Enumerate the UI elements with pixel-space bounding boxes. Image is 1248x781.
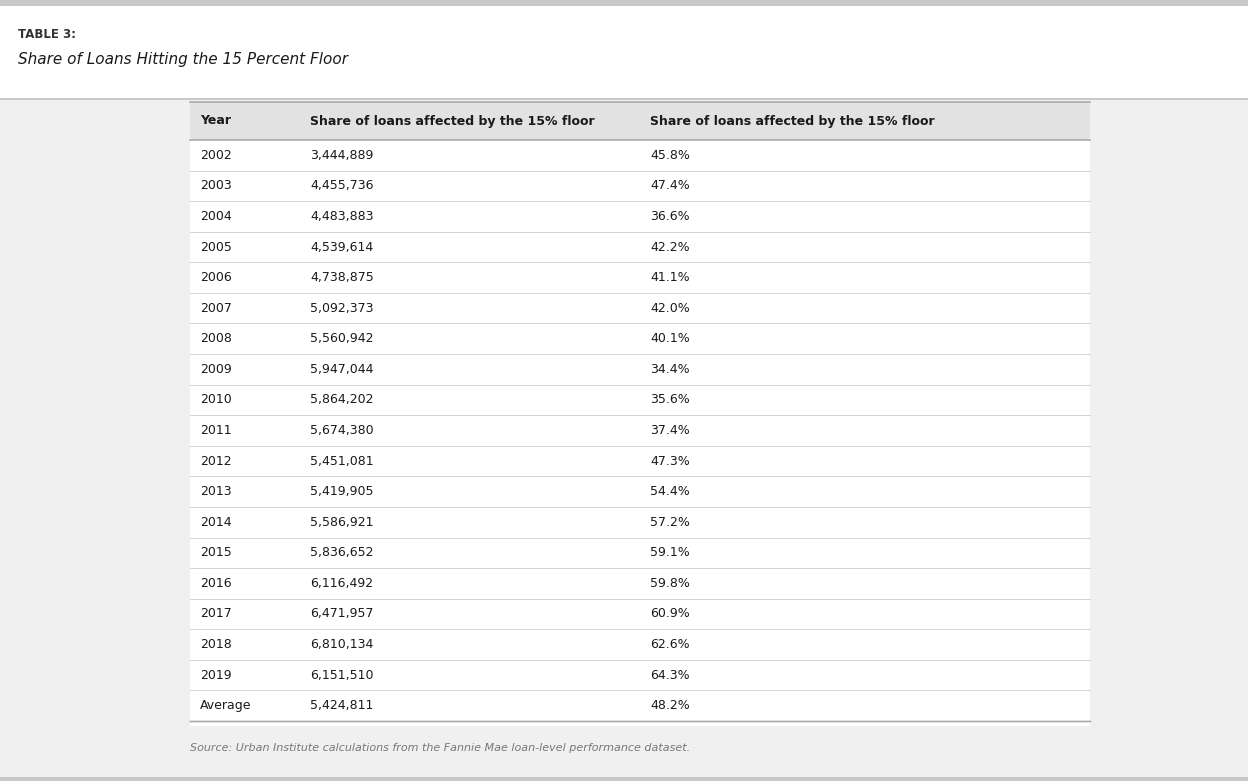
Bar [0, 777, 1248, 781]
Bar [0, 0, 1248, 6]
Bar [0, 6, 1248, 100]
Text: 3,444,889: 3,444,889 [310, 149, 373, 162]
Text: 2011: 2011 [200, 424, 232, 437]
Text: 6,116,492: 6,116,492 [310, 577, 373, 590]
Text: Source: Urban Institute calculations from the Fannie Mae loan-level performance : Source: Urban Institute calculations fro… [190, 743, 690, 753]
Text: 41.1%: 41.1% [650, 271, 690, 284]
Text: 62.6%: 62.6% [650, 638, 690, 651]
Text: Share of loans affected by the 15% floor: Share of loans affected by the 15% floor [310, 115, 594, 127]
Text: 2010: 2010 [200, 394, 232, 406]
Bar [0, 98, 1248, 100]
Text: 2003: 2003 [200, 180, 232, 192]
Text: Year: Year [200, 115, 231, 127]
Text: 2005: 2005 [200, 241, 232, 254]
Text: 54.4%: 54.4% [650, 485, 690, 498]
Text: 5,419,905: 5,419,905 [310, 485, 373, 498]
Text: 2012: 2012 [200, 455, 232, 468]
Text: 48.2%: 48.2% [650, 699, 690, 712]
Text: 2009: 2009 [200, 363, 232, 376]
Bar [190, 102, 1090, 140]
Text: 57.2%: 57.2% [650, 515, 690, 529]
Text: 2018: 2018 [200, 638, 232, 651]
Text: 5,674,380: 5,674,380 [310, 424, 373, 437]
Text: 5,451,081: 5,451,081 [310, 455, 373, 468]
Text: Average: Average [200, 699, 252, 712]
Text: 37.4%: 37.4% [650, 424, 690, 437]
Bar [190, 102, 1090, 726]
Text: 42.0%: 42.0% [650, 301, 690, 315]
Text: 2019: 2019 [200, 669, 232, 682]
Text: TABLE 3:: TABLE 3: [17, 28, 76, 41]
Text: 4,483,883: 4,483,883 [310, 210, 373, 223]
Text: 64.3%: 64.3% [650, 669, 690, 682]
Text: 34.4%: 34.4% [650, 363, 690, 376]
Text: 2006: 2006 [200, 271, 232, 284]
Text: 59.1%: 59.1% [650, 547, 690, 559]
Text: 2014: 2014 [200, 515, 232, 529]
Text: Share of Loans Hitting the 15 Percent Floor: Share of Loans Hitting the 15 Percent Fl… [17, 52, 348, 67]
Text: 35.6%: 35.6% [650, 394, 690, 406]
Text: 6,810,134: 6,810,134 [310, 638, 373, 651]
Text: 45.8%: 45.8% [650, 149, 690, 162]
Text: 2004: 2004 [200, 210, 232, 223]
Text: 5,424,811: 5,424,811 [310, 699, 373, 712]
Text: 60.9%: 60.9% [650, 608, 690, 620]
Text: 4,539,614: 4,539,614 [310, 241, 373, 254]
Text: 2017: 2017 [200, 608, 232, 620]
Text: 2013: 2013 [200, 485, 232, 498]
Text: 5,836,652: 5,836,652 [310, 547, 373, 559]
Text: 2002: 2002 [200, 149, 232, 162]
Text: 2015: 2015 [200, 547, 232, 559]
Text: 5,560,942: 5,560,942 [310, 332, 373, 345]
Text: 36.6%: 36.6% [650, 210, 690, 223]
Text: Share of loans affected by the 15% floor: Share of loans affected by the 15% floor [650, 115, 935, 127]
Text: 2008: 2008 [200, 332, 232, 345]
Text: 6,151,510: 6,151,510 [310, 669, 373, 682]
Text: 59.8%: 59.8% [650, 577, 690, 590]
Text: 47.4%: 47.4% [650, 180, 690, 192]
Text: 5,864,202: 5,864,202 [310, 394, 373, 406]
Text: 2007: 2007 [200, 301, 232, 315]
Text: 4,455,736: 4,455,736 [310, 180, 373, 192]
Text: 5,092,373: 5,092,373 [310, 301, 373, 315]
Text: 5,586,921: 5,586,921 [310, 515, 373, 529]
Text: 2016: 2016 [200, 577, 232, 590]
Text: 40.1%: 40.1% [650, 332, 690, 345]
Text: 42.2%: 42.2% [650, 241, 690, 254]
Text: 5,947,044: 5,947,044 [310, 363, 373, 376]
Text: 47.3%: 47.3% [650, 455, 690, 468]
Text: 6,471,957: 6,471,957 [310, 608, 373, 620]
Text: 4,738,875: 4,738,875 [310, 271, 373, 284]
